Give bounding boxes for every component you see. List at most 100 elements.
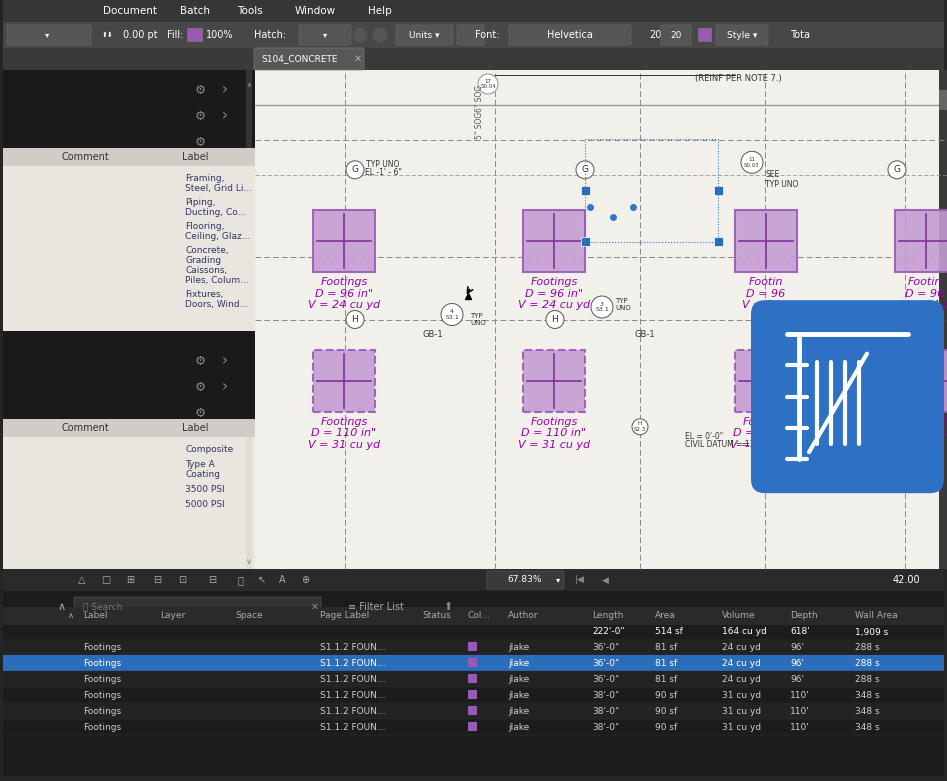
Text: Footin
D = 96
V = 24 c: Footin D = 96 V = 24 c — [901, 277, 947, 310]
Text: Concrete,: Concrete, — [185, 246, 228, 255]
Text: Composite: Composite — [185, 445, 233, 454]
Text: Window: Window — [295, 6, 335, 16]
Text: G: G — [581, 166, 588, 174]
Circle shape — [441, 304, 463, 326]
Text: 110': 110' — [790, 690, 810, 700]
Text: ›: › — [222, 380, 228, 394]
Text: 90 sf: 90 sf — [655, 690, 677, 700]
Text: CIVIL DATUM = 13.60': CIVIL DATUM = 13.60' — [685, 440, 769, 449]
Bar — [3, 639, 944, 655]
FancyBboxPatch shape — [487, 571, 564, 589]
Bar — [581, 186, 590, 194]
Text: Area: Area — [655, 612, 676, 620]
Text: Volume: Volume — [722, 612, 756, 620]
Circle shape — [546, 311, 564, 329]
Text: Depth: Depth — [790, 612, 817, 620]
Text: ⚙: ⚙ — [194, 380, 205, 394]
Text: ∧: ∧ — [68, 612, 74, 620]
Text: D = 110
V = 31 cu: D = 110 V = 31 cu — [898, 417, 947, 438]
Text: 20: 20 — [649, 30, 661, 40]
Bar — [3, 437, 255, 569]
Text: Footings
D = 110 in"
V = 31 cu yd: Footings D = 110 in" V = 31 cu yd — [308, 417, 380, 450]
Text: 0.00 pt: 0.00 pt — [123, 30, 157, 40]
Text: TYP UNO: TYP UNO — [366, 160, 400, 169]
Text: ⊞: ⊞ — [126, 575, 134, 585]
Text: ∧: ∧ — [58, 602, 66, 612]
Bar — [714, 186, 723, 194]
Text: ✕: ✕ — [311, 602, 319, 612]
Text: Footings: Footings — [83, 722, 121, 732]
Text: 36'-0": 36'-0" — [592, 675, 619, 683]
Text: Comment: Comment — [62, 152, 109, 162]
Text: ⚙: ⚙ — [194, 406, 205, 419]
Text: ⚙: ⚙ — [194, 355, 205, 368]
Text: 24 cu yd: 24 cu yd — [722, 658, 760, 668]
Bar — [3, 655, 944, 671]
Text: (REINF PER NOTE 7.): (REINF PER NOTE 7.) — [695, 73, 782, 83]
Bar — [468, 674, 477, 683]
Text: Units ▾: Units ▾ — [409, 30, 439, 40]
Circle shape — [741, 152, 763, 173]
Bar — [3, 70, 255, 569]
Text: Grading: Grading — [185, 256, 222, 265]
Text: Footings
D = 96 in"
V = 24 cu yd: Footings D = 96 in" V = 24 cu yd — [308, 277, 380, 310]
Text: Page Label: Page Label — [320, 612, 369, 620]
Bar — [255, 70, 939, 569]
Text: Footings: Footings — [83, 643, 121, 651]
Text: 4
S3.1: 4 S3.1 — [445, 309, 459, 320]
Text: A: A — [278, 575, 285, 585]
Circle shape — [576, 161, 594, 179]
Text: 6" SOG: 6" SOG — [475, 84, 485, 112]
Text: Ducting, Co...: Ducting, Co... — [185, 208, 246, 217]
Text: 348 s: 348 s — [855, 690, 880, 700]
Text: Length: Length — [592, 612, 623, 620]
Text: 31 cu yd: 31 cu yd — [722, 690, 761, 700]
Text: Author: Author — [508, 612, 539, 620]
Bar — [3, 331, 255, 341]
Bar — [468, 642, 477, 651]
FancyBboxPatch shape — [396, 25, 453, 45]
Text: SEE: SEE — [765, 170, 779, 180]
Text: 348 s: 348 s — [855, 722, 880, 732]
Text: Helvetica: Helvetica — [547, 30, 593, 40]
Text: S1.1.2 FOUN...: S1.1.2 FOUN... — [320, 722, 385, 732]
FancyBboxPatch shape — [254, 48, 364, 70]
Text: Hatch:: Hatch: — [254, 30, 286, 40]
Text: 38'-0": 38'-0" — [592, 690, 619, 700]
Text: G: G — [894, 166, 901, 174]
Bar — [187, 28, 202, 41]
Bar — [3, 607, 944, 625]
Bar — [714, 237, 723, 246]
Text: Caissons,: Caissons, — [185, 266, 227, 275]
Text: Footings: Footings — [83, 675, 121, 683]
Text: Fixtures,: Fixtures, — [185, 290, 223, 299]
Text: jlake: jlake — [508, 658, 529, 668]
Text: 17
50.04: 17 50.04 — [480, 79, 496, 89]
Text: GB-1: GB-1 — [634, 330, 655, 339]
Text: Space: Space — [235, 612, 262, 620]
Bar — [895, 350, 947, 412]
Text: Help: Help — [368, 6, 392, 16]
Text: EL -1' - 6": EL -1' - 6" — [365, 168, 402, 177]
Text: 110': 110' — [790, 707, 810, 715]
Text: ⊟: ⊟ — [208, 575, 216, 585]
Text: ⊟: ⊟ — [152, 575, 161, 585]
Bar — [3, 48, 944, 70]
Text: Style ▾: Style ▾ — [726, 30, 758, 40]
Bar — [468, 658, 477, 667]
Text: 348 s: 348 s — [855, 707, 880, 715]
Text: ≡ Filter List: ≡ Filter List — [348, 602, 403, 612]
Circle shape — [346, 161, 364, 179]
Text: Steel, Grid Li...: Steel, Grid Li... — [185, 184, 252, 193]
Text: 42.00: 42.00 — [892, 575, 920, 585]
Text: jlake: jlake — [508, 643, 529, 651]
FancyBboxPatch shape — [299, 25, 351, 45]
FancyBboxPatch shape — [751, 300, 944, 493]
Text: Wall Area: Wall Area — [855, 612, 898, 620]
Text: 90 sf: 90 sf — [655, 722, 677, 732]
Bar — [3, 591, 944, 776]
Text: 81 sf: 81 sf — [655, 675, 677, 683]
Text: H: H — [351, 315, 358, 324]
Text: Piping,: Piping, — [185, 198, 215, 207]
Text: 81 sf: 81 sf — [655, 658, 677, 668]
